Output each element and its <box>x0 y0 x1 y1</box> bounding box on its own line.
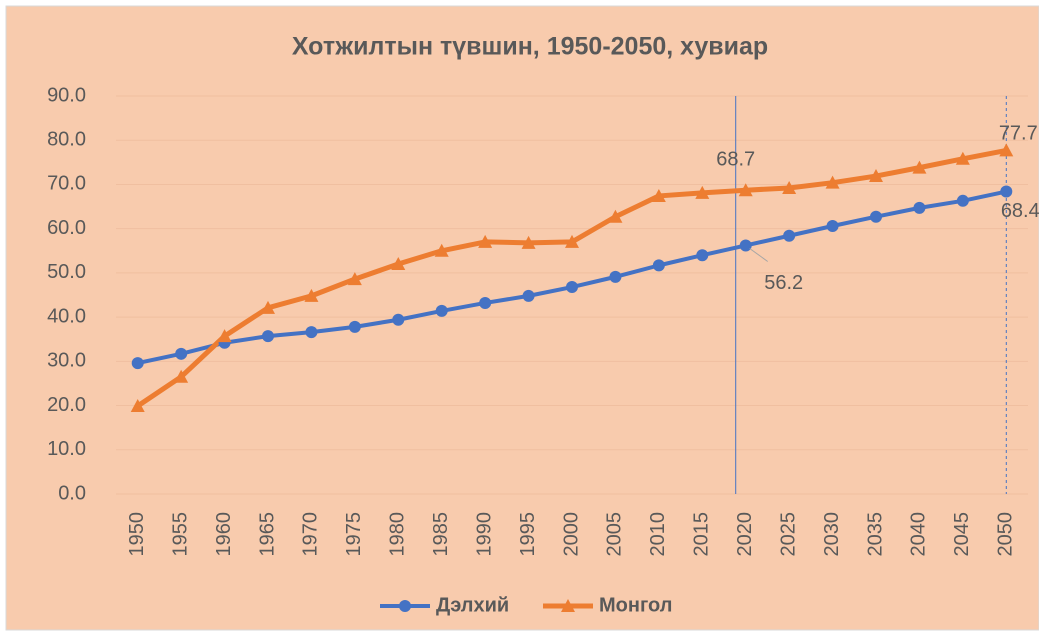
point <box>566 281 578 294</box>
point <box>305 326 318 339</box>
data-label: 56.2 <box>764 272 803 294</box>
x-tick-label: 2035 <box>864 512 886 557</box>
point <box>783 229 796 242</box>
y-tick-label: 60.0 <box>47 217 86 239</box>
x-tick-label: 1980 <box>387 512 409 557</box>
point <box>262 330 274 343</box>
x-tick-label: 2010 <box>647 512 669 557</box>
point <box>913 201 926 214</box>
y-tick-label: 80.0 <box>47 129 86 151</box>
x-tick-label: 2050 <box>995 512 1017 557</box>
point <box>347 272 362 286</box>
point <box>217 329 232 343</box>
legend-label: Дэлхий <box>436 594 509 616</box>
point <box>826 220 839 233</box>
x-tick-label: 1990 <box>473 512 495 557</box>
y-tick-label: 90.0 <box>47 84 86 106</box>
x-tick-label: 2015 <box>691 512 713 557</box>
point <box>304 288 319 302</box>
point <box>130 398 145 412</box>
data-label: 77.7 <box>999 123 1038 145</box>
point <box>561 599 575 612</box>
x-tick-label: 2040 <box>908 512 930 557</box>
x-tick-label: 2025 <box>777 512 799 557</box>
point <box>696 249 709 262</box>
point <box>174 369 189 383</box>
point <box>955 151 970 165</box>
point <box>651 188 666 202</box>
x-tick-label: 1970 <box>300 512 322 557</box>
x-tick-label: 2045 <box>951 512 973 557</box>
point <box>739 239 752 252</box>
y-tick-label: 40.0 <box>47 305 86 327</box>
chart-background <box>5 5 1039 631</box>
point <box>399 600 411 612</box>
x-tick-label: 1975 <box>343 512 365 557</box>
point <box>175 347 188 360</box>
point <box>999 143 1014 157</box>
y-tick-label: 10.0 <box>47 438 86 460</box>
point <box>1000 185 1013 198</box>
point <box>608 209 623 223</box>
point <box>435 304 448 317</box>
chart-title: Хотжилтын түвшин, 1950-2050, хувиар <box>292 33 768 61</box>
data-label: 68.7 <box>716 148 755 170</box>
y-tick-label: 70.0 <box>47 173 86 195</box>
point <box>434 243 449 257</box>
x-tick-label: 1985 <box>430 512 452 557</box>
x-tick-label: 1960 <box>213 512 235 557</box>
point <box>479 296 492 309</box>
point <box>521 235 536 249</box>
x-tick-label: 2005 <box>604 512 626 557</box>
legend-label: Монгол <box>599 594 672 616</box>
point <box>652 259 665 272</box>
y-tick-label: 50.0 <box>47 261 86 283</box>
x-tick-label: 2000 <box>560 512 582 557</box>
x-tick-label: 1950 <box>126 512 148 557</box>
point <box>956 194 969 207</box>
y-tick-label: 20.0 <box>47 394 86 416</box>
point <box>782 180 797 194</box>
point <box>391 257 406 271</box>
point <box>392 313 405 326</box>
x-tick-label: 2030 <box>821 512 843 557</box>
y-tick-label: 30.0 <box>47 350 86 372</box>
data-label: 68.4 <box>1001 200 1039 222</box>
point <box>522 289 535 302</box>
point <box>131 357 144 370</box>
x-tick-label: 2020 <box>734 512 756 557</box>
leader-line <box>749 248 769 262</box>
point <box>869 169 883 183</box>
point <box>912 160 927 174</box>
point <box>825 175 840 189</box>
point <box>738 183 753 197</box>
point <box>565 234 579 248</box>
x-tick-label: 1955 <box>169 512 191 557</box>
x-tick-label: 1995 <box>517 512 539 557</box>
point <box>261 300 275 314</box>
point <box>478 234 493 248</box>
y-tick-label: 0.0 <box>58 482 86 504</box>
point <box>695 185 710 199</box>
point <box>609 270 622 283</box>
point <box>348 320 361 333</box>
x-tick-label: 1965 <box>256 512 278 557</box>
point <box>870 210 882 223</box>
